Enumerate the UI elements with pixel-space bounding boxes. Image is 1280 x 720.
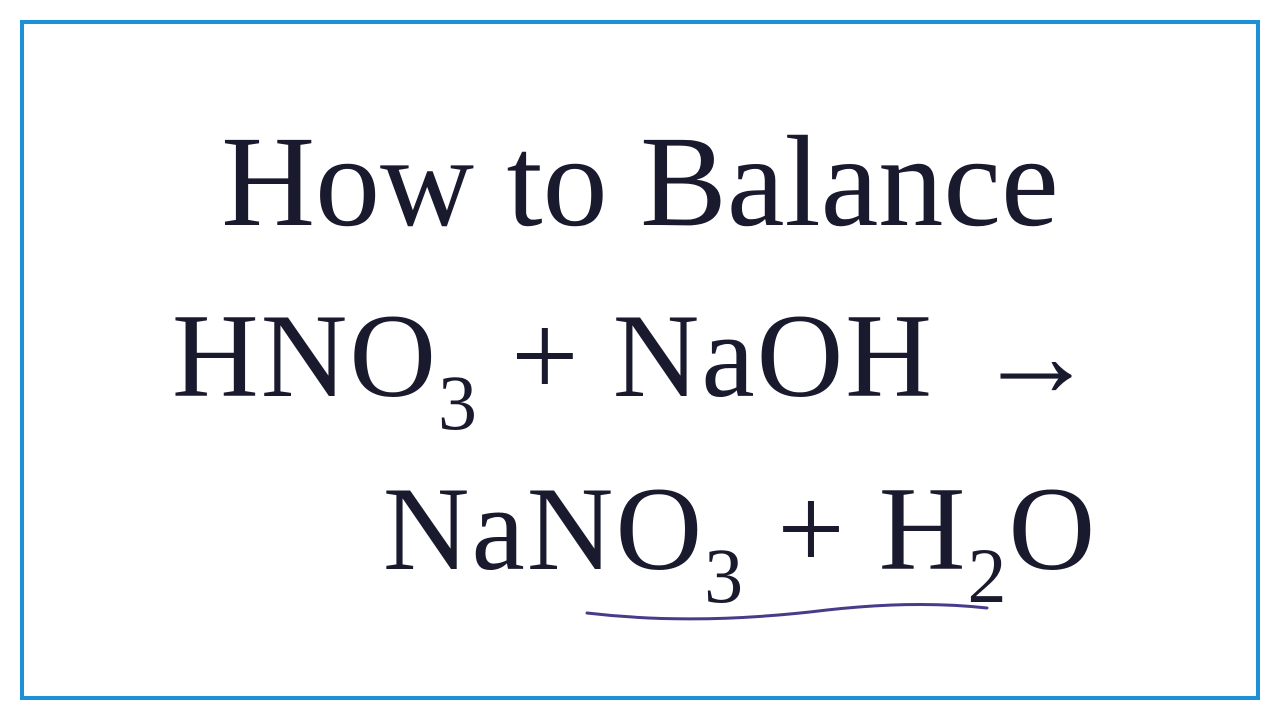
compound-h2o: H2O bbox=[879, 462, 1097, 595]
compound-hno3: HNO3 bbox=[172, 289, 479, 422]
equation-products: NaNO3 + H2O bbox=[183, 460, 1097, 613]
reaction-arrow: → bbox=[976, 287, 1098, 425]
title-text: How to Balance bbox=[221, 107, 1059, 257]
plus-sign-2: + bbox=[745, 462, 879, 595]
underline-decoration bbox=[577, 598, 997, 628]
compound-nano3: NaNO3 bbox=[383, 462, 745, 595]
bordered-frame: How to Balance HNO3 + NaOH → NaNO3 + H2O bbox=[20, 20, 1260, 700]
compound-naoh: NaOH bbox=[613, 289, 934, 422]
plus-sign-1: + bbox=[479, 289, 613, 422]
equation-reactants: HNO3 + NaOH → bbox=[172, 287, 1108, 440]
